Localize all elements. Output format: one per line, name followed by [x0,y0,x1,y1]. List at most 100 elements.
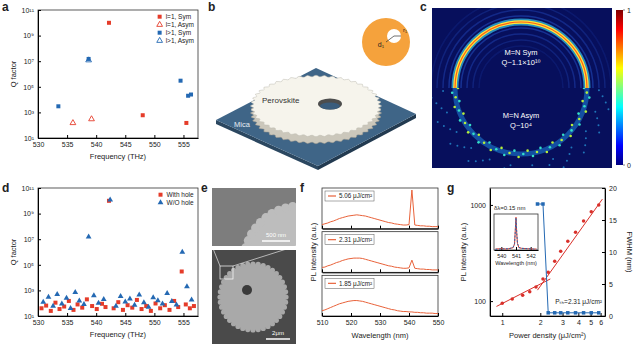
tick-label: 545 [120,141,132,148]
tick-mark [438,226,439,229]
tick-label: 10⁵ [23,262,34,269]
zoom-line [212,246,220,266]
ripple [467,34,575,88]
tick: 535 [62,313,74,326]
panel-c: cM=N SymQ~1.1×10¹⁰M=N AsymQ~10⁴01 [420,0,631,179]
ripple [449,16,593,88]
tick-label: 1 [627,7,631,14]
point [135,298,139,302]
speckle [584,144,586,146]
speckle [456,145,458,147]
tick [438,269,439,272]
tick-label: 15 [609,217,617,224]
panel-label: b [208,0,215,14]
legend-entry: l>1, Asym [166,37,194,45]
speckle [432,97,433,99]
tick-mark [322,313,323,316]
tick-mark [125,313,126,316]
dimension [386,36,394,42]
tick-mark [438,313,439,316]
point [70,120,76,125]
speckle [489,158,491,160]
plot-area [495,217,536,249]
speckle [548,164,550,166]
legend-box [325,235,374,245]
speckle [435,102,437,104]
speckle [489,149,492,152]
speckle [585,110,588,113]
tick-mark [322,226,323,229]
panel-b: bPerovskiteMicad₁r₁ [208,0,416,170]
legend-entry: 1.85 μJ/cm² [339,280,372,288]
panel-label: f [300,181,305,195]
tick [438,226,439,229]
tick-mark [38,290,41,291]
speckle [583,105,586,108]
plot-frame [494,214,538,250]
speckle [508,152,511,155]
field-asym [432,88,611,168]
tick-mark [380,269,381,272]
line [322,301,438,314]
point [155,297,161,302]
tick-mark [540,313,541,316]
tick-mark [623,165,625,166]
tick [409,269,410,272]
speckle [449,143,451,145]
y-axis-title: Q factor [9,60,18,87]
speckle [451,92,454,95]
panel-f: f5.06 μJ/cm²2.31 μJ/cm²5105205305405501.… [300,181,444,340]
tick: 15 [602,217,617,224]
point [56,104,60,108]
point [536,202,540,206]
speckle [500,147,503,150]
tick-label: 510 [317,319,329,326]
point [86,234,92,239]
tick: 10¹ [24,135,41,142]
speckle [488,141,491,144]
point [136,292,142,297]
speckle [470,147,472,149]
tick-mark [38,188,41,189]
speckle [526,149,529,152]
tick: 541 [512,247,521,259]
label: d₁ [378,41,385,48]
tick-mark [67,135,68,138]
tick-label: 10³ [24,109,35,116]
point [90,304,94,308]
tick-mark [351,313,352,316]
axis-bottom: 510520530540550 [317,313,445,326]
speckle [586,91,589,94]
point [107,196,113,201]
sem-zoom-edge [240,202,297,247]
line [537,204,598,313]
tick: 2 [539,313,543,326]
tick-label: 530 [33,319,45,326]
speckle [462,112,465,115]
tick-label: 20 [609,185,617,192]
axis-right: 05101520 [602,185,617,320]
tick-mark [601,313,602,316]
tick-mark [38,265,41,266]
line [322,190,438,227]
tick-mark [38,316,41,317]
legend-entry: With hole [167,191,194,198]
tick-label: 6 [599,319,603,326]
point [85,297,89,301]
tick: 10¹¹ [22,185,41,192]
y-axis-title: PL Intensity (a.u.) [309,222,318,281]
plot-frame [322,232,438,273]
speckle [563,166,565,168]
tick-label: 555 [178,141,190,148]
point [582,311,586,315]
tick: 0 [602,313,613,320]
point [180,269,184,273]
tick-mark [351,226,352,229]
tick-label: 1000 [470,202,486,209]
tick-mark [380,226,381,229]
tick-mark [96,135,97,138]
point [59,300,65,305]
x-axis-title: Frequency (THz) [90,330,147,339]
tick-mark [38,112,41,113]
ring [455,22,587,88]
